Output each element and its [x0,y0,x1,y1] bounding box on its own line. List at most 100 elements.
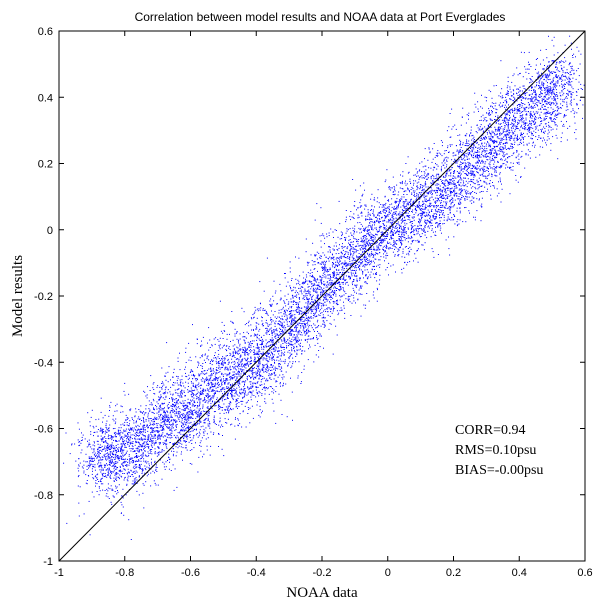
scatter-point [471,164,473,166]
scatter-point [512,127,514,129]
scatter-point [334,290,336,291]
scatter-point [479,170,481,172]
scatter-point [459,167,461,169]
scatter-point [203,428,205,430]
scatter-point [388,210,390,212]
scatter-point [286,342,288,344]
scatter-point [359,279,361,281]
scatter-point [167,389,169,391]
scatter-point [172,409,174,411]
scatter-point [146,475,148,477]
scatter-point [203,432,205,434]
scatter-point [316,307,318,309]
scatter-point [225,380,227,382]
scatter-point [340,263,342,265]
scatter-point [424,172,426,174]
scatter-point [128,471,130,473]
scatter-point [484,96,486,98]
scatter-point [287,365,289,367]
scatter-point [316,251,318,253]
scatter-point [417,171,419,173]
scatter-point [552,128,554,130]
scatter-point [433,184,435,186]
scatter-point [556,85,558,87]
scatter-point [300,339,302,341]
scatter-point [330,279,332,281]
scatter-point [421,233,423,235]
scatter-point [259,409,261,411]
scatter-point [274,329,276,331]
scatter-point [114,410,116,412]
scatter-point [244,342,246,344]
scatter-point [335,295,337,297]
scatter-point [500,141,502,143]
scatter-point [304,324,306,325]
scatter-point [441,210,442,212]
scatter-point [137,450,139,452]
scatter-point [364,307,366,309]
scatter-point [130,441,132,443]
scatter-point [530,116,531,118]
scatter-point [170,405,172,407]
scatter-point [186,420,188,422]
scatter-point [530,81,532,83]
scatter-point [163,463,165,465]
scatter-point [421,211,423,213]
scatter-point [373,215,375,217]
scatter-point [249,381,251,383]
scatter-point [117,455,118,456]
scatter-point [257,369,259,371]
scatter-point [527,128,529,130]
scatter-point [181,392,183,394]
scatter-point [456,149,458,151]
scatter-point [170,393,172,395]
scatter-point [477,142,478,144]
scatter-point [460,161,461,163]
scatter-point [147,472,149,473]
scatter-point [173,451,175,452]
scatter-point [497,137,499,139]
scatter-point [562,125,564,127]
scatter-point [264,309,266,311]
scatter-point [135,422,137,424]
scatter-point [422,195,424,197]
scatter-point [535,156,537,158]
scatter-point [247,386,249,388]
scatter-point [386,267,388,268]
scatter-point [228,412,229,414]
scatter-point [92,477,94,479]
scatter-point [309,338,311,340]
scatter-point [89,421,91,423]
scatter-point [417,232,419,234]
scatter-point [78,428,80,430]
scatter-point [281,367,283,369]
scatter-point [472,172,474,174]
scatter-point [334,267,335,269]
scatter-point [99,450,100,452]
scatter-point [507,114,509,116]
scatter-point [271,303,273,305]
scatter-point [259,363,261,365]
scatter-point [482,134,484,136]
scatter-point [111,489,113,491]
scatter-point [324,265,326,267]
scatter-point [453,178,455,180]
scatter-point [441,204,443,206]
scatter-point [217,356,219,358]
scatter-point [263,377,265,379]
scatter-point [152,470,154,472]
scatter-point [111,466,113,467]
scatter-point [195,417,197,419]
scatter-point [290,314,292,316]
scatter-point [361,211,363,213]
scatter-point [353,253,355,255]
scatter-point [244,324,246,326]
scatter-point [140,444,142,446]
scatter-point [150,461,152,463]
scatter-point [313,283,315,285]
scatter-point [517,104,519,105]
scatter-point [401,243,403,245]
scatter-point [291,278,293,279]
scatter-point [415,208,416,209]
scatter-point [228,382,230,384]
